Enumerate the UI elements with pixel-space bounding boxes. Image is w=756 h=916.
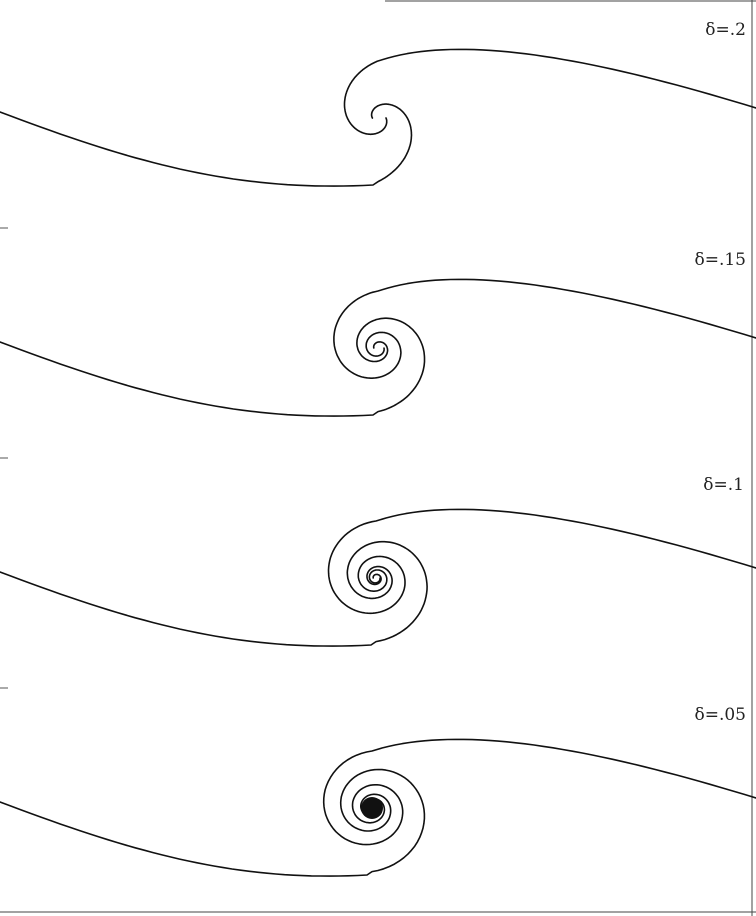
sheet-curve-upper	[327, 508, 756, 615]
sheet-curve-upper	[343, 48, 756, 136]
delta-label: δ=.15	[694, 250, 746, 270]
sheet-curve-lower	[0, 768, 426, 877]
sheet-curve-lower	[0, 103, 413, 187]
sheet-curve-upper	[333, 278, 756, 379]
delta-label: δ=.05	[694, 705, 746, 725]
delta-label: δ=.2	[705, 20, 746, 40]
sheet-curve-lower	[0, 540, 428, 647]
sheet-panel: δ=.05	[0, 705, 756, 877]
sheet-curve-upper	[322, 738, 756, 846]
sheet-curve-lower	[0, 317, 426, 417]
panels-group: δ=.2 δ=.15 δ=.1 δ=.05	[0, 20, 756, 877]
sheet-panel: δ=.2	[0, 20, 756, 187]
sheet-panel: δ=.1	[0, 475, 756, 647]
sheet-panel: δ=.15	[0, 250, 756, 417]
spiral-core	[361, 797, 383, 819]
delta-label: δ=.1	[703, 475, 744, 495]
